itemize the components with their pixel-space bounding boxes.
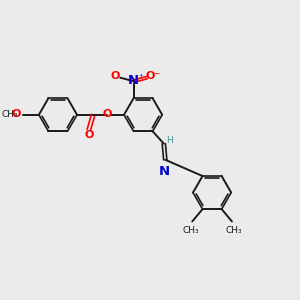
Text: O: O xyxy=(12,110,21,119)
Text: ⁺: ⁺ xyxy=(138,73,143,82)
Text: O: O xyxy=(103,110,112,119)
Text: O: O xyxy=(111,71,120,81)
Text: N: N xyxy=(159,165,170,178)
Text: O⁻: O⁻ xyxy=(146,71,161,81)
Text: H: H xyxy=(166,136,172,145)
Text: CH₃: CH₃ xyxy=(225,226,242,235)
Text: N: N xyxy=(128,74,139,86)
Text: O: O xyxy=(84,130,94,140)
Text: CH₃: CH₃ xyxy=(2,110,18,119)
Text: CH₃: CH₃ xyxy=(182,226,199,235)
